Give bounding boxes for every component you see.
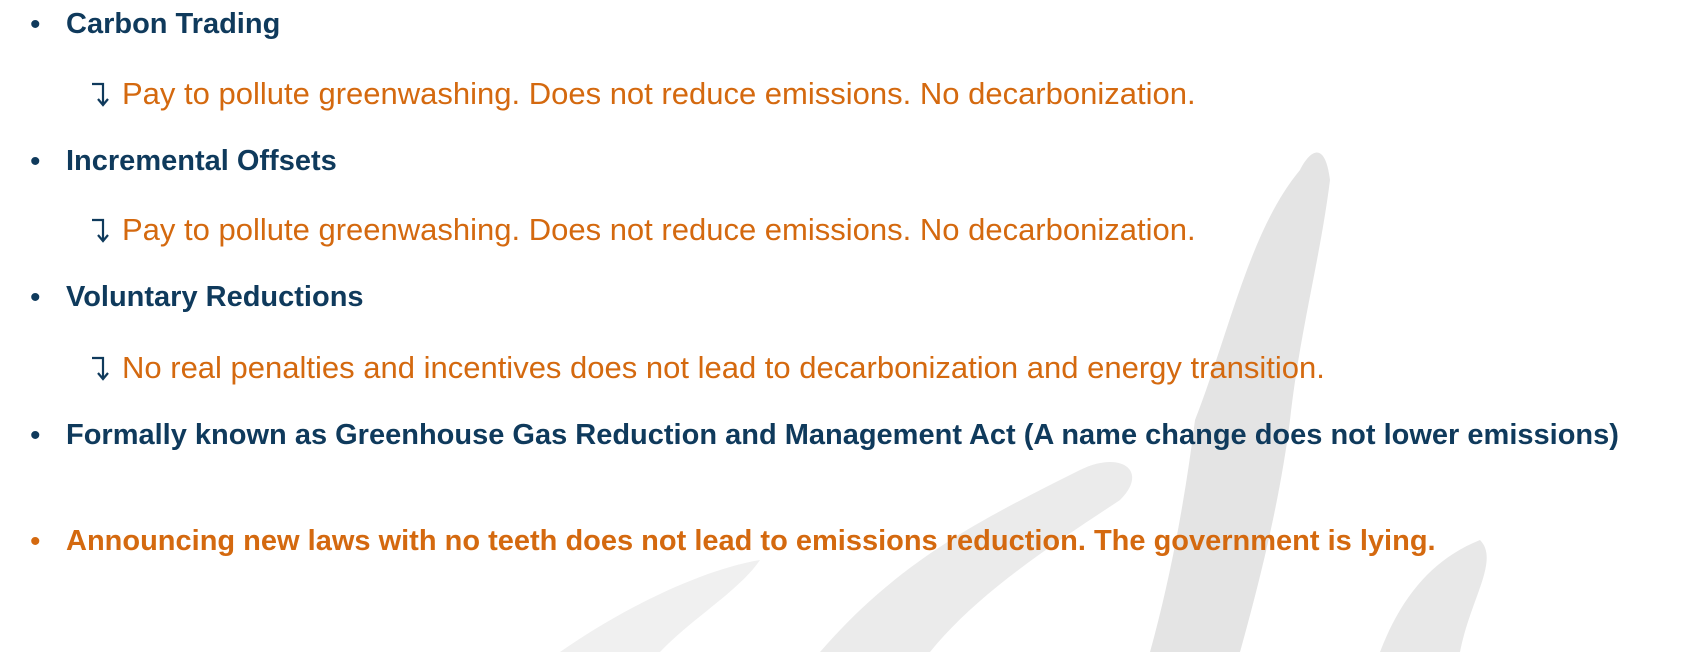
bullet-item: • Carbon Trading [30,6,1670,43]
bullet-text: Formally known as Greenhouse Gas Reducti… [66,419,1619,451]
bullet-text: Incremental Offsets [66,145,337,177]
bullet-item: • Voluntary Reductions [30,279,1670,316]
sub-arrow [92,82,109,107]
watermark-shape [1380,540,1487,652]
bullet-dot: • [30,525,41,558]
bullet-dot: • [30,8,41,41]
bullet-item: • Incremental Offsets [30,143,1670,180]
bullet-text: Carbon Trading [66,8,281,40]
bullet-dot: • [30,281,41,314]
sub-text: No real penalties and incentives does no… [122,350,1325,385]
sub-arrow [92,356,109,381]
bullet-dot: • [30,419,41,452]
bullet-dot: • [30,145,41,178]
watermark-shape [1150,152,1330,652]
bullet-item: • Formally known as Greenhouse Gas Reduc… [30,417,1670,454]
bullet-text: Voluntary Reductions [66,281,364,313]
bullet-item: • Announcing new laws with no teeth does… [30,523,1670,560]
sub-text: Pay to pollute greenwashing. Does not re… [122,212,1196,247]
bullet-text: Announcing new laws with no teeth does n… [66,525,1436,557]
watermark-shape [820,461,1133,652]
watermark-shape [560,560,760,652]
sub-arrow [92,218,109,243]
sub-text: Pay to pollute greenwashing. Does not re… [122,76,1196,111]
